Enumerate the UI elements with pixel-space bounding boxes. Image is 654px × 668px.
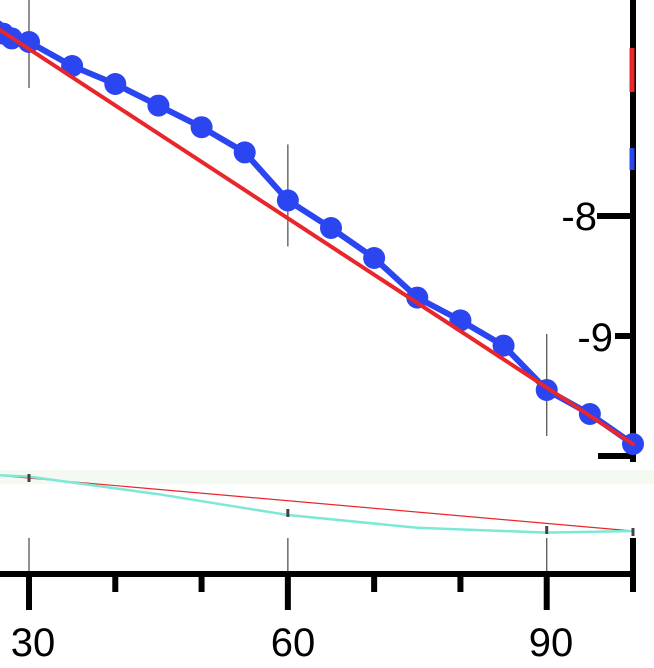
lower-panel-marker (27, 474, 31, 482)
y-tick-label: -8 (561, 195, 597, 239)
series-fit (0, 27, 635, 446)
lower-panel-band (0, 470, 654, 484)
lower-panel-line (0, 474, 634, 532)
data-point (276, 189, 299, 212)
x-tick-label: 30 (11, 621, 56, 665)
data-point (104, 73, 127, 95)
data-point (147, 94, 170, 117)
y-tick-label: -9 (577, 316, 613, 360)
lower-panel-marker (631, 528, 635, 536)
x-tick-label: 90 (529, 621, 574, 665)
data-point (406, 286, 429, 309)
data-point (363, 247, 386, 269)
lower-panel (0, 470, 654, 572)
data-point (233, 141, 256, 164)
data-point (492, 334, 515, 357)
lower-panel-marker (286, 509, 290, 517)
x-ticks (26, 538, 636, 610)
x-tick-label: 60 (271, 621, 316, 665)
data-point (190, 116, 213, 139)
lower-panel-marker (545, 526, 549, 534)
data-point (320, 217, 342, 239)
fit-line (0, 27, 635, 446)
